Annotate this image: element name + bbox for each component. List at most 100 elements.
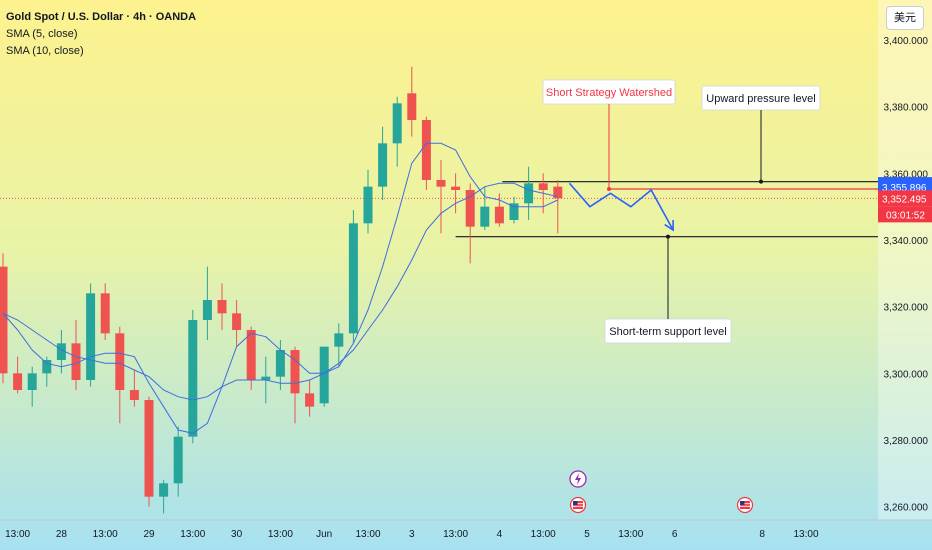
- x-tick-label: 6: [672, 529, 678, 540]
- candle-body: [144, 400, 154, 497]
- flag-stripes: [740, 501, 750, 509]
- indicator-sma10-label[interactable]: SMA (10, close): [6, 45, 84, 57]
- candle-body: [188, 320, 198, 437]
- candle-body: [173, 436, 183, 484]
- callout-dot: [607, 187, 611, 191]
- upward-pressure-callout: Upward pressure level: [701, 85, 821, 184]
- x-tick-label: 28: [56, 529, 68, 540]
- candle-body: [348, 223, 358, 334]
- price-scale-background: [878, 0, 932, 520]
- candle-body: [217, 300, 227, 314]
- x-tick-label: 8: [759, 529, 765, 540]
- candle-body: [436, 180, 446, 187]
- candle-body: [480, 206, 490, 227]
- candle-body: [392, 103, 402, 144]
- callout-text: Upward pressure level: [706, 93, 815, 105]
- x-tick-label: 13:00: [93, 529, 118, 540]
- symbol-title[interactable]: Gold Spot / U.S. Dollar · 4h · OANDA: [6, 11, 197, 23]
- candle-body: [0, 266, 8, 374]
- x-tick-label: 13:00: [531, 529, 556, 540]
- candle-body: [115, 333, 125, 390]
- price-tag-bg: [878, 190, 932, 207]
- candle-body: [494, 206, 504, 224]
- price-tag-label: 3,352.495: [882, 194, 927, 205]
- x-tick-label: 13:00: [443, 529, 468, 540]
- sma5-line: [2, 142, 559, 434]
- x-tick-label: 13:00: [355, 529, 380, 540]
- y-tick-label: 3,380.000: [884, 103, 929, 114]
- support-callout: Short-term support level: [604, 234, 732, 344]
- flag-stripes: [573, 501, 583, 509]
- candle-body: [202, 300, 212, 320]
- y-tick-label: 3,400.000: [884, 36, 929, 47]
- candle-body: [129, 390, 139, 400]
- candle-body: [465, 190, 475, 227]
- candle-body: [71, 343, 81, 380]
- y-tick-label: 3,340.000: [884, 236, 929, 247]
- us-flag-event-icon[interactable]: [569, 496, 587, 514]
- candle-body: [56, 343, 66, 360]
- x-tick-label: 4: [497, 529, 503, 540]
- countdown-bg: [878, 206, 932, 223]
- candle-body: [246, 330, 256, 380]
- candle-body: [421, 120, 431, 180]
- candle-body: [13, 373, 23, 390]
- callout-dot: [759, 179, 763, 184]
- indicator-sma5-label[interactable]: SMA (5, close): [6, 28, 78, 40]
- candle-body: [261, 376, 271, 380]
- x-tick-label: 13:00: [268, 529, 293, 540]
- candle-body: [305, 393, 315, 407]
- candle-body: [524, 183, 534, 204]
- x-tick-label: 13:00: [180, 529, 205, 540]
- watershed-callout: Short Strategy Watershed: [542, 79, 676, 191]
- y-tick-label: 3,260.000: [884, 503, 929, 514]
- callout-text: Short-term support level: [609, 326, 726, 338]
- lightning-event-icon[interactable]: [569, 470, 587, 488]
- bolt-glyph: [575, 473, 581, 485]
- candle-body: [334, 333, 344, 347]
- chart-legend: Gold Spot / U.S. Dollar · 4h · OANDA SMA…: [6, 9, 196, 60]
- candle-body: [509, 203, 519, 220]
- y-tick-label: 3,360.000: [884, 169, 929, 180]
- candle-body: [378, 143, 388, 187]
- candle-body: [290, 350, 300, 394]
- us-flag-event-icon[interactable]: [736, 496, 754, 514]
- x-tick-label: 30: [231, 529, 243, 540]
- x-tick-label: 13:00: [793, 529, 818, 540]
- candle-body: [553, 186, 563, 199]
- currency-button[interactable]: 美元: [886, 6, 924, 30]
- forecast-arrowhead: [664, 219, 674, 232]
- candle-body: [100, 293, 110, 334]
- candle-body: [319, 346, 329, 404]
- candle-body: [86, 293, 96, 380]
- candle-body: [27, 373, 37, 390]
- sma10-line: [2, 182, 558, 401]
- candle-body: [42, 360, 52, 374]
- x-tick-label: 13:00: [618, 529, 643, 540]
- x-tick-label: 3: [409, 529, 415, 540]
- candle-body: [159, 483, 169, 497]
- x-tick-label: 13:00: [5, 529, 30, 540]
- candle-body: [363, 186, 373, 224]
- y-tick-label: 3,300.000: [884, 369, 929, 380]
- forecast-path: [568, 182, 674, 231]
- candle-body: [232, 313, 242, 330]
- flag-canton: [740, 501, 745, 505]
- y-tick-label: 3,320.000: [884, 303, 929, 314]
- x-tick-label: Jun: [316, 529, 332, 540]
- y-tick-label: 3,280.000: [884, 436, 929, 447]
- candle-body: [407, 93, 417, 120]
- countdown-label: 03:01:52: [886, 210, 925, 221]
- candle-body: [275, 350, 285, 377]
- x-tick-label: 5: [584, 529, 590, 540]
- flag-canton: [573, 501, 578, 505]
- x-tick-label: 29: [143, 529, 155, 540]
- callout-dot: [666, 234, 670, 239]
- callout-text: Short Strategy Watershed: [546, 87, 672, 99]
- candle-body: [538, 183, 548, 190]
- price-tag-label: 3,355.896: [882, 183, 927, 194]
- candle-body: [451, 186, 461, 190]
